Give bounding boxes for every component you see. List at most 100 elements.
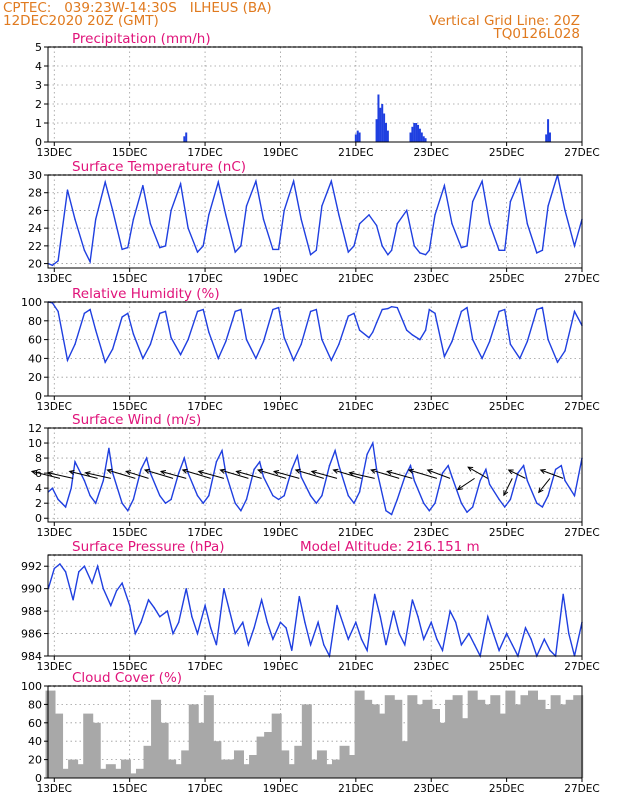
- surface-wind-point: [385, 510, 387, 512]
- cloud-cover-bar: [203, 695, 214, 778]
- surface-pressure-title: Surface Pressure (hPa): [72, 539, 225, 555]
- wind-arrow-head: [235, 470, 242, 476]
- cloud-cover-bar: [460, 718, 471, 778]
- relative-humidity-point: [142, 357, 144, 360]
- surface-pressure-point: [441, 649, 444, 652]
- surface-temperature-point: [353, 245, 355, 247]
- surface-wind-point: [83, 479, 86, 482]
- surface-wind-point: [159, 494, 161, 497]
- surface-pressure-point: [196, 632, 199, 635]
- cloud-cover-bar: [429, 709, 440, 778]
- surface-wind-title: Surface Wind (m/s): [72, 412, 201, 428]
- precipitation-xtick-label: 25DEC: [489, 147, 524, 159]
- surface-pressure-xtick-label: 19DEC: [263, 661, 298, 673]
- relative-humidity-point: [217, 357, 219, 360]
- surface-wind-point: [132, 498, 135, 501]
- surface-temperature-point: [315, 249, 317, 251]
- surface-wind-point: [74, 461, 76, 463]
- surface-pressure-xtick-label: 21DEC: [338, 661, 373, 673]
- surface-pressure-point: [398, 632, 400, 635]
- cloud-cover-bar: [166, 759, 177, 778]
- surface-temperature-point: [488, 223, 491, 225]
- surface-wind-point: [177, 472, 180, 474]
- relative-humidity-point: [547, 338, 549, 341]
- surface-temperature-point: [536, 252, 538, 254]
- header-code: TQ0126L028: [493, 26, 580, 42]
- surface-wind-point: [471, 506, 474, 508]
- surface-wind-ytick-label: 0: [35, 512, 42, 525]
- surface-temperature-point: [225, 214, 227, 216]
- surface-temperature-point: [330, 180, 333, 182]
- surface-temperature-point: [51, 264, 54, 267]
- relative-humidity-point: [541, 306, 544, 309]
- relative-humidity-point: [245, 338, 248, 341]
- surface-wind-ytick-label: 10: [28, 437, 42, 450]
- surface-wind-point: [51, 487, 54, 489]
- surface-temperature-point: [338, 214, 340, 216]
- surface-pressure-point: [298, 595, 300, 598]
- cloud-cover-bar: [256, 736, 267, 778]
- precipitation-bar: [417, 124, 420, 142]
- surface-temperature-point: [466, 245, 468, 247]
- surface-wind-point: [409, 464, 412, 467]
- surface-pressure-point: [360, 638, 363, 640]
- relative-humidity-point: [321, 338, 323, 341]
- cloud-cover-bar: [316, 750, 327, 778]
- cloud-cover-bar: [445, 699, 456, 778]
- cloud-cover-bar: [324, 764, 335, 778]
- relative-humidity-point: [51, 302, 54, 304]
- relative-humidity-ytick-label: 100: [21, 296, 42, 309]
- surface-pressure-annotation: Model Altitude: 216.151 m: [300, 539, 480, 555]
- surface-temperature-point: [406, 209, 408, 212]
- surface-pressure-point: [404, 644, 406, 646]
- cloud-cover-bar: [422, 699, 433, 778]
- cloud-cover-bar: [75, 764, 86, 778]
- wind-arrow: [457, 477, 475, 491]
- surface-temperature-point: [368, 214, 370, 216]
- precipitation-bar: [418, 128, 421, 142]
- surface-temperature-point: [240, 245, 242, 247]
- cloud-cover-ytick-label: 80: [28, 698, 42, 711]
- surface-temperature-point: [277, 248, 280, 251]
- surface-wind-xtick-label: 13DEC: [37, 527, 72, 539]
- surface-pressure-point: [266, 621, 268, 624]
- surface-pressure-point: [323, 644, 325, 646]
- cloud-cover-bar: [392, 699, 403, 778]
- relative-humidity-xtick-label: 23DEC: [414, 401, 449, 413]
- surface-wind-point: [375, 468, 378, 471]
- relative-humidity-point: [390, 306, 393, 308]
- surface-pressure-point: [562, 593, 564, 595]
- relative-humidity-point: [509, 343, 512, 345]
- wind-arrow: [508, 469, 526, 479]
- relative-humidity-xtick-label: 13DEC: [37, 401, 72, 413]
- surface-pressure-xtick-label: 13DEC: [37, 661, 72, 673]
- surface-temperature-xtick-label: 15DEC: [112, 273, 147, 285]
- precipitation-bar: [415, 123, 418, 142]
- surface-wind-point: [221, 449, 223, 452]
- relative-humidity-xtick-label: 19DEC: [263, 401, 298, 413]
- surface-temperature-point: [104, 181, 106, 183]
- cloud-cover-bar: [558, 704, 569, 778]
- wind-arrow-head: [407, 468, 414, 474]
- surface-pressure-ytick-label: 984: [21, 650, 42, 663]
- surface-temperature-point: [74, 218, 76, 220]
- surface-temperature-point: [504, 249, 506, 251]
- wind-arrow: [220, 469, 249, 479]
- precipitation-ytick-label: 1: [35, 117, 42, 130]
- surface-wind-xtick-label: 19DEC: [263, 527, 298, 539]
- cloud-cover-bar: [475, 699, 486, 778]
- relative-humidity-point: [132, 333, 135, 335]
- cloud-cover-xtick-label: 25DEC: [489, 783, 524, 795]
- surface-wind-point: [112, 472, 114, 474]
- surface-wind-point: [121, 502, 123, 504]
- cloud-cover-bar: [68, 759, 79, 778]
- relative-humidity-point: [504, 308, 506, 311]
- cloud-cover-bar: [573, 695, 584, 778]
- surface-pressure-point: [487, 616, 489, 618]
- wind-arrow-head: [332, 468, 339, 474]
- surface-temperature-point: [396, 223, 398, 225]
- surface-wind-point: [321, 494, 323, 497]
- wind-arrow-head: [348, 471, 355, 477]
- relative-humidity-point: [481, 357, 483, 360]
- relative-humidity-point: [112, 348, 114, 350]
